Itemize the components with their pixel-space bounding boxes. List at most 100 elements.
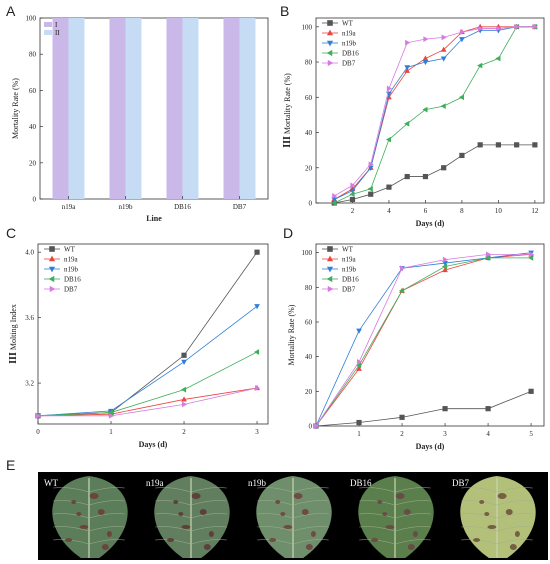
y-axis-label-text: Mortality Rate (%): [287, 304, 296, 365]
leaf-vein: [461, 487, 498, 493]
data-point-n19a: [181, 396, 187, 402]
data-point-WT: [442, 406, 448, 412]
data-point-DB7: [441, 34, 447, 41]
y-tick-label: 20: [305, 164, 313, 172]
data-point-WT: [386, 184, 392, 190]
leaf-spot: [371, 538, 379, 542]
data-point-DB7: [35, 412, 42, 419]
legend-label-WT: WT: [342, 20, 354, 28]
leaf-blade: [256, 476, 332, 558]
leaf-vein: [496, 487, 533, 493]
series-line-DB7: [334, 26, 535, 197]
plot-frame: [37, 243, 269, 425]
data-point-n19a: [356, 365, 362, 371]
data-point-DB16: [422, 106, 428, 113]
leaf-spot: [71, 500, 77, 504]
x-tick-label: 1: [109, 428, 113, 436]
x-tick-label: 4: [387, 207, 391, 215]
legend-label-n19a: n19a: [342, 30, 357, 38]
series-line-DB7: [315, 253, 532, 427]
leaf-spot: [509, 544, 517, 550]
data-point-WT: [356, 419, 362, 426]
legend-marker-DB7: [327, 285, 334, 293]
legend-label-DB7: DB7: [64, 286, 78, 294]
legend-label-n19b: n19b: [342, 40, 357, 48]
leaf-vein: [394, 539, 431, 545]
series-line-DB7: [38, 387, 258, 417]
legend-label-n19b: n19b: [342, 266, 357, 274]
chart-panel-d: 0 20 40 60 80 100 1 2 3 4 5 Days (d) Mortality Rate …: [287, 243, 545, 451]
data-point-WT: [514, 142, 520, 148]
data-point-WT: [181, 352, 187, 358]
panel-letter-d: D: [283, 225, 293, 241]
legend-marker-WT: [327, 246, 333, 252]
leaf-vein: [88, 487, 125, 493]
data-point-DB16: [253, 349, 260, 355]
leaf-photo-n19b: n19b: [242, 472, 344, 560]
data-point-WT: [349, 196, 356, 203]
leaf-vein: [53, 526, 90, 532]
leaf-photo-strip: WT n19a n19b DB16 DB7: [38, 472, 548, 560]
data-point-n19b: [356, 328, 362, 334]
data-point-DB7: [254, 385, 261, 391]
data-point-DB7: [423, 36, 429, 43]
leaf-spot: [385, 525, 395, 529]
leaf-vein: [257, 500, 294, 506]
legend-label-WT: WT: [64, 246, 76, 254]
leaf-spot: [487, 525, 497, 529]
leaf-vein: [359, 500, 396, 506]
chart-panel-a: 0 20 40 60 80 100 n19a n19b DB16 DB7 Line Mortality…: [11, 15, 269, 223]
leaf-vein: [359, 487, 396, 493]
data-point-n19b: [442, 260, 448, 267]
bar-n19a-I: [52, 18, 69, 199]
leaf-vein: [53, 487, 90, 493]
leaf-image: [460, 476, 536, 558]
leaf-blade: [358, 476, 434, 558]
leaf-spot: [269, 538, 277, 542]
data-point-DB7: [108, 412, 115, 419]
leaf-vein: [496, 526, 533, 532]
data-point-DB16: [398, 287, 405, 294]
data-point-n19b: [459, 37, 465, 43]
leaf-spot: [301, 509, 309, 515]
series-line-n19b: [37, 305, 258, 417]
leaf-spot: [403, 509, 411, 515]
data-point-n19a: [422, 55, 429, 61]
y-tick-label: 80: [29, 51, 37, 59]
x-tick-label: 2: [182, 428, 186, 436]
legend-label-II: II: [55, 29, 60, 37]
data-point-DB16: [331, 200, 337, 206]
data-point-WT: [532, 142, 538, 148]
leaf-vein: [292, 500, 329, 506]
leaf-vein: [257, 487, 294, 493]
leaf-vein: [394, 487, 431, 493]
data-point-WT: [459, 152, 465, 159]
chart-panel-b: 0 20 40 60 80 100 2 4 6 8 10 12 Days (d) III Mortalit…: [282, 17, 545, 228]
data-point-n19a: [440, 46, 447, 52]
data-point-DB7: [459, 29, 466, 35]
x-tick-label: n19a: [62, 203, 77, 211]
leaf-spot: [76, 512, 82, 516]
leaf-spot: [178, 512, 184, 516]
legend-marker-n19b: [326, 266, 334, 273]
x-tick-label: DB7: [233, 203, 247, 211]
data-point-DB16: [385, 136, 392, 143]
x-tick-label: 4: [486, 430, 490, 438]
data-point-WT: [485, 406, 491, 412]
x-tick-label: DB16: [174, 203, 191, 211]
x-axis-label: Days (d): [416, 219, 445, 228]
x-tick-label: 1: [357, 430, 361, 438]
leaf-vein: [155, 500, 192, 506]
leaf-image: [52, 476, 128, 558]
leaf-spot: [89, 493, 99, 499]
leaf-vein: [496, 539, 533, 545]
leaf-blade: [460, 476, 536, 558]
legend-label-DB7: DB7: [342, 286, 356, 294]
leaf-vein: [257, 513, 294, 519]
series-line-WT: [334, 144, 535, 204]
y-tick-label: 40: [305, 353, 313, 361]
leaf-spot: [101, 544, 109, 550]
y-axis-label-prefix: III: [282, 136, 293, 148]
leaf-vein: [190, 500, 227, 506]
